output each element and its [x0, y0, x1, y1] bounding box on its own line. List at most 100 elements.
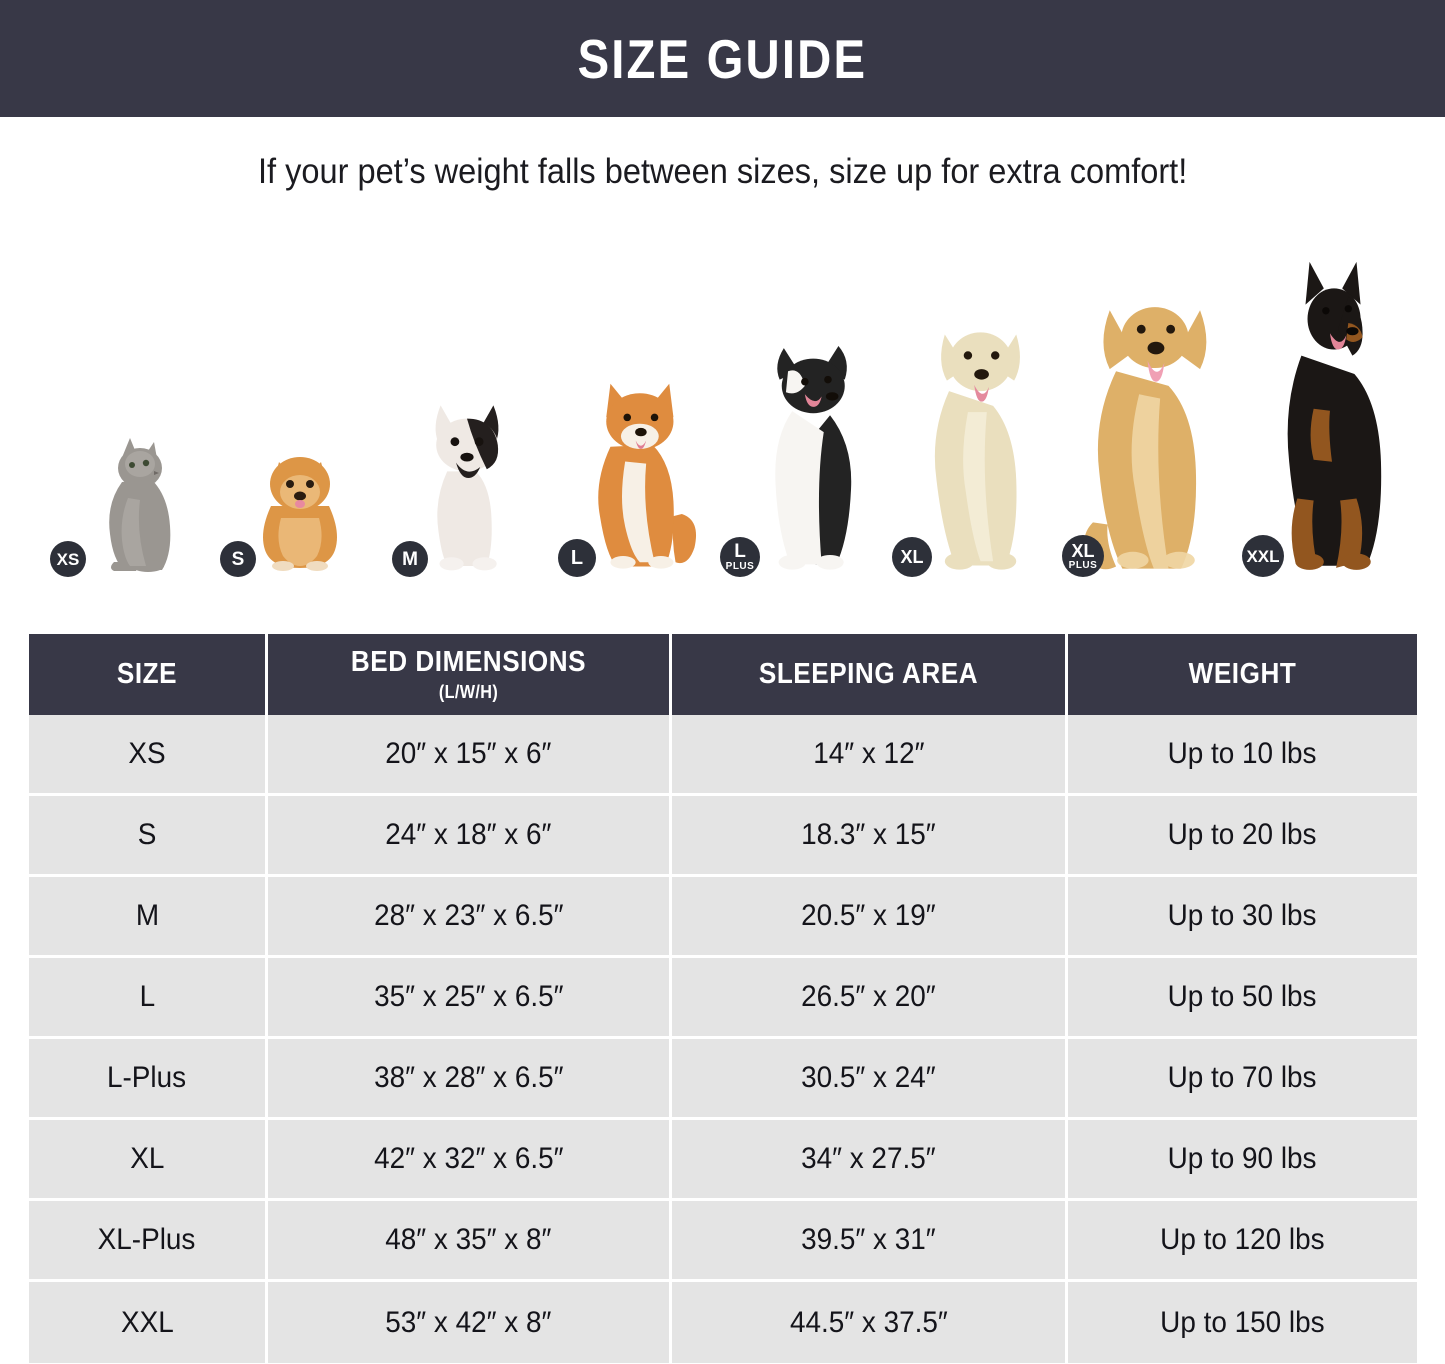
cell-size-text: M — [135, 899, 159, 932]
table-row: XS 20″ x 15″ x 6″ 14″ x 12″ Up to 10 lbs — [29, 715, 1417, 796]
cell-weight: Up to 70 lbs — [1068, 1039, 1417, 1120]
size-badge-xl: XL — [892, 537, 932, 577]
cell-size-text: XL-Plus — [98, 1223, 196, 1256]
cell-size-text: L — [139, 980, 155, 1013]
cell-sleeping-area-text: 26.5″ x 20″ — [801, 980, 936, 1013]
cell-weight: Up to 90 lbs — [1068, 1120, 1417, 1201]
cell-weight-text: Up to 120 lbs — [1160, 1223, 1325, 1256]
size-badge-sublabel: PLUS — [725, 561, 755, 572]
cell-size: XL-Plus — [29, 1201, 268, 1282]
table-row: S 24″ x 18″ x 6″ 18.3″ x 15″ Up to 20 lbs — [29, 796, 1417, 877]
pet-illustration-xl-plus: XL PLUS — [1062, 227, 1252, 577]
cell-sleeping-area: 14″ x 12″ — [672, 715, 1068, 796]
cell-size-text: L-Plus — [107, 1061, 187, 1094]
size-badge-label: XL — [900, 547, 924, 567]
pet-illustration-l-plus: L PLUS — [720, 227, 895, 577]
size-badge-xl-plus: XL PLUS — [1062, 535, 1104, 577]
pet-illustration-xl: XL — [892, 227, 1067, 577]
cell-size: L — [29, 958, 268, 1039]
cell-size-text: XXL — [120, 1305, 174, 1339]
cell-bed-dimensions-text: 38″ x 28″ x 6.5″ — [373, 1061, 564, 1094]
cell-bed-dimensions: 42″ x 32″ x 6.5″ — [268, 1120, 672, 1201]
cell-bed-dimensions-text: 20″ x 15″ x 6″ — [385, 737, 552, 770]
cell-weight-text: Up to 10 lbs — [1168, 737, 1317, 770]
subtitle-section: If your pet’s weight falls between sizes… — [0, 117, 1445, 227]
cell-weight: Up to 50 lbs — [1068, 958, 1417, 1039]
doberman-icon — [1250, 256, 1413, 577]
cell-sleeping-area: 20.5″ x 19″ — [672, 877, 1068, 958]
cell-size: XS — [29, 715, 268, 796]
cell-sleeping-area-text: 14″ x 12″ — [812, 737, 925, 770]
cell-bed-dimensions-text: 53″ x 42″ x 8″ — [385, 1305, 552, 1339]
column-header-size-label: SIZE — [116, 658, 178, 690]
golden-retriever-icon — [1068, 273, 1247, 578]
border-collie-icon — [729, 325, 887, 577]
column-header-bed-dimensions: BED DIMENSIONS (L/W/H) — [268, 634, 672, 715]
size-badge-label: XL — [1071, 540, 1095, 561]
page-header: SIZE GUIDE — [0, 0, 1445, 117]
cell-sleeping-area-text: 34″ x 27.5″ — [801, 1142, 936, 1175]
cell-sleeping-area-text: 18.3″ x 15″ — [801, 818, 936, 851]
cell-size-text: XL — [129, 1142, 165, 1175]
cell-bed-dimensions: 28″ x 23″ x 6.5″ — [268, 877, 672, 958]
cell-bed-dimensions: 20″ x 15″ x 6″ — [268, 715, 672, 796]
cell-weight-text: Up to 90 lbs — [1168, 1142, 1317, 1175]
column-header-bed-dimensions-sublabel: (L/W/H) — [438, 682, 499, 702]
cell-weight: Up to 150 lbs — [1068, 1282, 1417, 1363]
cell-weight: Up to 10 lbs — [1068, 715, 1417, 796]
french-bulldog-icon — [401, 379, 533, 577]
cell-sleeping-area: 26.5″ x 20″ — [672, 958, 1068, 1039]
cell-weight: Up to 120 lbs — [1068, 1201, 1417, 1282]
table-row: XL-Plus 48″ x 35″ x 8″ 39.5″ x 31″ Up to 12… — [29, 1201, 1417, 1282]
size-badge-l-plus: L PLUS — [720, 537, 760, 577]
cell-sleeping-area: 39.5″ x 31″ — [672, 1201, 1068, 1282]
cell-weight-text: Up to 30 lbs — [1168, 899, 1317, 932]
cell-size-text: S — [137, 818, 157, 851]
cell-bed-dimensions: 53″ x 42″ x 8″ — [268, 1282, 672, 1363]
cell-bed-dimensions-text: 48″ x 35″ x 8″ — [385, 1223, 552, 1256]
yellow-labrador-icon — [898, 299, 1061, 577]
cell-bed-dimensions: 38″ x 28″ x 6.5″ — [268, 1039, 672, 1120]
table-row: XL 42″ x 32″ x 6.5″ 34″ x 27.5″ Up to 90 lb… — [29, 1120, 1417, 1201]
shiba-inu-icon — [564, 357, 722, 578]
size-badge-xxl: XXL — [1242, 535, 1284, 577]
pet-illustration-xxl: XXL — [1242, 227, 1422, 577]
size-badge-xs: XS — [50, 541, 86, 577]
cell-bed-dimensions: 48″ x 35″ x 8″ — [268, 1201, 672, 1282]
cell-sleeping-area-text: 39.5″ x 31″ — [801, 1223, 936, 1256]
column-header-sleeping-area: SLEEPING AREA — [672, 634, 1068, 715]
cell-size: XL — [29, 1120, 268, 1201]
size-chart-table: SIZE BED DIMENSIONS (L/W/H) SLEEPING ARE… — [29, 634, 1417, 1363]
table-row: L-Plus 38″ x 28″ x 6.5″ 30.5″ x 24″ Up to 7… — [29, 1039, 1417, 1120]
cell-bed-dimensions-text: 42″ x 32″ x 6.5″ — [373, 1142, 564, 1175]
cell-weight-text: Up to 70 lbs — [1168, 1061, 1317, 1094]
cell-bed-dimensions-text: 35″ x 25″ x 6.5″ — [373, 980, 564, 1013]
cell-sleeping-area: 34″ x 27.5″ — [672, 1120, 1068, 1201]
size-badge-l: L — [558, 539, 596, 577]
gray-cat-icon — [70, 412, 180, 577]
pet-size-illustrations: XS S M — [30, 227, 1425, 577]
cell-sleeping-area: 44.5″ x 37.5″ — [672, 1282, 1068, 1363]
column-header-bed-dimensions-label: BED DIMENSIONS — [350, 646, 587, 678]
column-header-sleeping-area-label: SLEEPING AREA — [758, 658, 979, 690]
cell-weight-text: Up to 50 lbs — [1168, 980, 1317, 1013]
cell-weight-text: Up to 20 lbs — [1168, 818, 1317, 851]
table-row: M 28″ x 23″ x 6.5″ 20.5″ x 19″ Up to 30 lbs — [29, 877, 1417, 958]
column-header-weight: WEIGHT — [1068, 634, 1417, 715]
cell-weight: Up to 30 lbs — [1068, 877, 1417, 958]
cell-weight: Up to 20 lbs — [1068, 796, 1417, 877]
subtitle-text: If your pet’s weight falls between sizes… — [257, 152, 1188, 191]
cell-sleeping-area-text: 44.5″ x 37.5″ — [789, 1305, 948, 1339]
cell-size-text: XS — [128, 737, 166, 770]
cell-sleeping-area-text: 20.5″ x 19″ — [801, 899, 936, 932]
cell-bed-dimensions: 35″ x 25″ x 6.5″ — [268, 958, 672, 1039]
cell-weight-text: Up to 150 lbs — [1160, 1305, 1325, 1339]
pet-illustration-s: S — [220, 227, 380, 577]
pet-illustration-l: L — [558, 227, 728, 577]
cell-bed-dimensions: 24″ x 18″ x 6″ — [268, 796, 672, 877]
cell-bed-dimensions-text: 24″ x 18″ x 6″ — [385, 818, 552, 851]
size-badge-label: L — [570, 547, 584, 569]
pomeranian-icon — [235, 422, 365, 577]
cell-sleeping-area: 30.5″ x 24″ — [672, 1039, 1068, 1120]
